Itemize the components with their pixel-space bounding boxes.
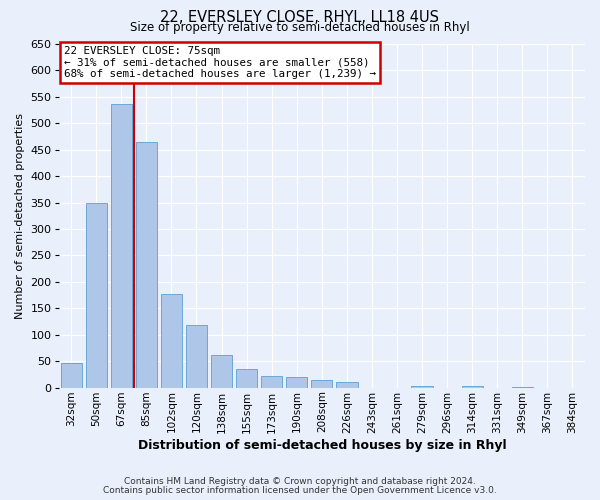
Bar: [311, 380, 332, 388]
Bar: [336, 382, 358, 388]
Text: Size of property relative to semi-detached houses in Rhyl: Size of property relative to semi-detach…: [130, 21, 470, 34]
Text: Contains HM Land Registry data © Crown copyright and database right 2024.: Contains HM Land Registry data © Crown c…: [124, 477, 476, 486]
Bar: [161, 294, 182, 388]
Text: Contains public sector information licensed under the Open Government Licence v3: Contains public sector information licen…: [103, 486, 497, 495]
Bar: [236, 368, 257, 388]
Bar: [286, 377, 307, 388]
Bar: [61, 363, 82, 388]
Bar: [512, 386, 533, 388]
X-axis label: Distribution of semi-detached houses by size in Rhyl: Distribution of semi-detached houses by …: [137, 440, 506, 452]
Bar: [86, 203, 107, 388]
Bar: [110, 104, 132, 388]
Text: 22, EVERSLEY CLOSE, RHYL, LL18 4US: 22, EVERSLEY CLOSE, RHYL, LL18 4US: [161, 10, 439, 25]
Bar: [261, 376, 283, 388]
Bar: [412, 386, 433, 388]
Bar: [136, 142, 157, 388]
Bar: [186, 326, 207, 388]
Bar: [461, 386, 483, 388]
Y-axis label: Number of semi-detached properties: Number of semi-detached properties: [15, 113, 25, 319]
Bar: [211, 355, 232, 388]
Text: 22 EVERSLEY CLOSE: 75sqm
← 31% of semi-detached houses are smaller (558)
68% of : 22 EVERSLEY CLOSE: 75sqm ← 31% of semi-d…: [64, 46, 376, 79]
